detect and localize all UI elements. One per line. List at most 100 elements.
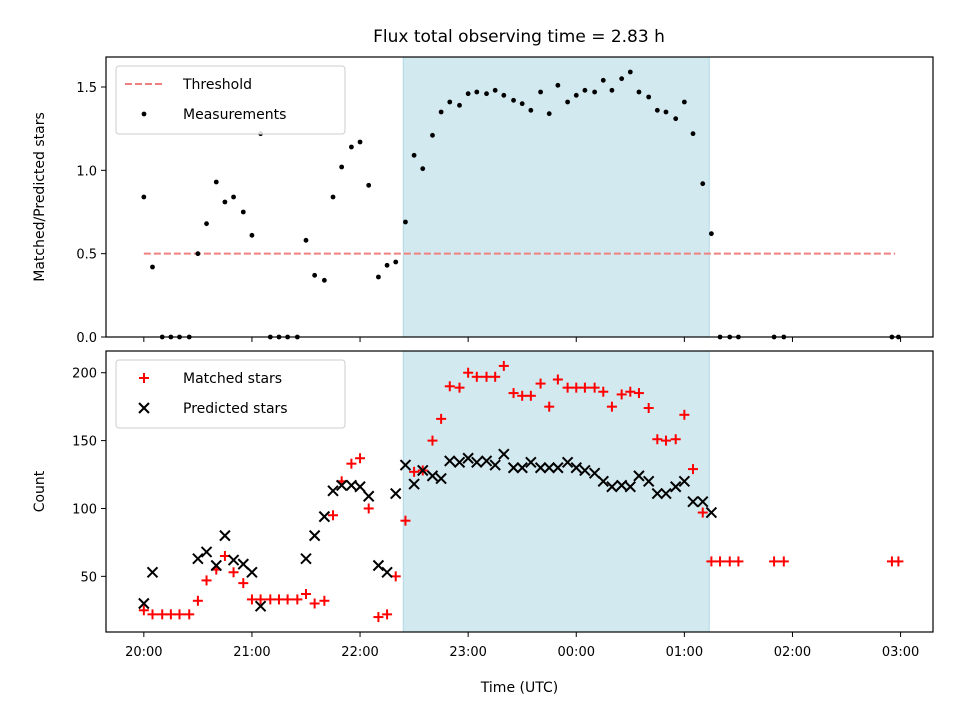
matched-stars-point [373,612,384,623]
measurement-point [528,107,534,113]
y-tick-label: 150 [72,435,97,450]
matched-stars-point [400,515,411,526]
matched-stars-point [517,390,528,401]
predicted-stars-point [633,470,645,482]
measurement-point [681,99,687,105]
matched-stars-point [652,434,663,445]
predicted-stars-point [192,552,204,565]
measurement-point [492,87,498,93]
measurement-point [673,116,679,122]
predicted-stars-point [372,559,385,572]
y-tick-label: 200 [72,367,97,382]
measurement-point [501,92,507,98]
predicted-stars-point [237,558,249,570]
matched-stars-point [355,453,366,464]
matched-stars-point [228,567,239,578]
predicted-stars-point [534,462,547,474]
measurement-point [403,219,408,225]
predicted-stars-point [219,529,231,542]
predicted-stars-point [462,452,474,464]
predicted-stars-point [327,485,339,497]
matched-stars-point [300,588,311,599]
measurement-point [222,199,228,205]
measurement-point [474,89,480,95]
predicted-stars-point [606,481,618,493]
matched-stars-point [706,556,717,567]
matched-stars-point [246,594,257,605]
predicted-stars-point [335,479,348,492]
legend-predicted-swatch [138,402,150,414]
measurement-point [600,77,606,83]
matched-stars-point [309,598,320,609]
predicted-stars-point [308,529,321,542]
measurement-point [195,251,201,257]
matched-stars-point [598,386,609,397]
predicted-stars-point [362,490,375,502]
legend-box [115,359,346,429]
predicted-stars-point [399,459,412,471]
measurement-point [546,111,552,117]
matched-stars-point [535,378,546,389]
matched-stars-point [616,389,627,400]
predicted-stars-point [615,479,628,492]
predicted-stars-point [588,467,601,479]
matched-stars-point [157,609,168,620]
predicted-stars-point [480,455,493,467]
legend-label: Threshold [182,77,252,93]
matched-stars-point [778,556,789,567]
predicted-stars-point [471,456,483,469]
matched-stars-point [282,594,293,605]
predicted-stars-point [561,456,574,469]
predicted-stars-point [444,455,456,467]
matched-stars-point [679,409,690,420]
predicted-stars-point [318,510,331,523]
chart-title: Flux total observing time = 2.83 h [373,27,665,47]
predicted-stars-point [381,566,393,578]
legend-measurements-swatch [141,111,147,117]
measurement-point [592,89,598,95]
predicted-stars-point [345,479,358,492]
y-axis-label: Matched/Predicted stars [32,112,48,282]
measurement-point [609,87,615,93]
y-tick-label: 0.0 [76,331,97,346]
matched-stars-point [363,503,374,514]
predicted-stars-point [246,566,258,578]
measurement-point [582,87,588,93]
matched-stars-point [471,371,482,382]
matched-stars-point [409,466,420,477]
y-tick-label: 1.5 [76,81,97,96]
matched-stars-point [319,595,330,606]
bottom-panel: 50 100 150 200 20:00 21:00 22:00 23:00 00:00 01:0… [32,350,934,696]
predicted-stars-point [390,487,402,500]
matched-stars-point [715,556,726,567]
matched-stars-point [346,458,357,469]
measurement-point [339,164,345,170]
predicted-stars-point [705,506,718,519]
matched-stars-point [192,595,203,606]
measurement-point [330,194,336,200]
predicted-stars-point [678,475,691,488]
matched-stars-point [697,507,708,518]
y-tick-label: 100 [72,502,97,517]
y-tick-label: 1.0 [76,164,97,179]
measurement-point [565,99,571,105]
predicted-stars-point [453,456,466,469]
measurement-point [690,131,696,137]
predicted-stars-point [579,464,591,477]
matched-stars-point [436,413,447,424]
matched-stars-point [544,401,555,412]
measurement-point [438,109,444,115]
predicted-stars-point [670,481,682,493]
x-axis-label: Time (UTC) [480,680,558,696]
predicted-stars-point [597,475,609,488]
measurement-point [663,109,669,115]
y-tick-label: 50 [80,570,97,585]
legend-label: Predicted stars [183,401,288,417]
x-tick-label: 22:00 [341,645,378,660]
matched-stars-point [265,594,276,605]
matched-stars-point [660,435,671,446]
measurement-point [393,259,399,265]
matched-stars-point [589,382,600,393]
predicted-stars-point [552,462,564,474]
legend: Threshold Measurements [115,65,346,135]
